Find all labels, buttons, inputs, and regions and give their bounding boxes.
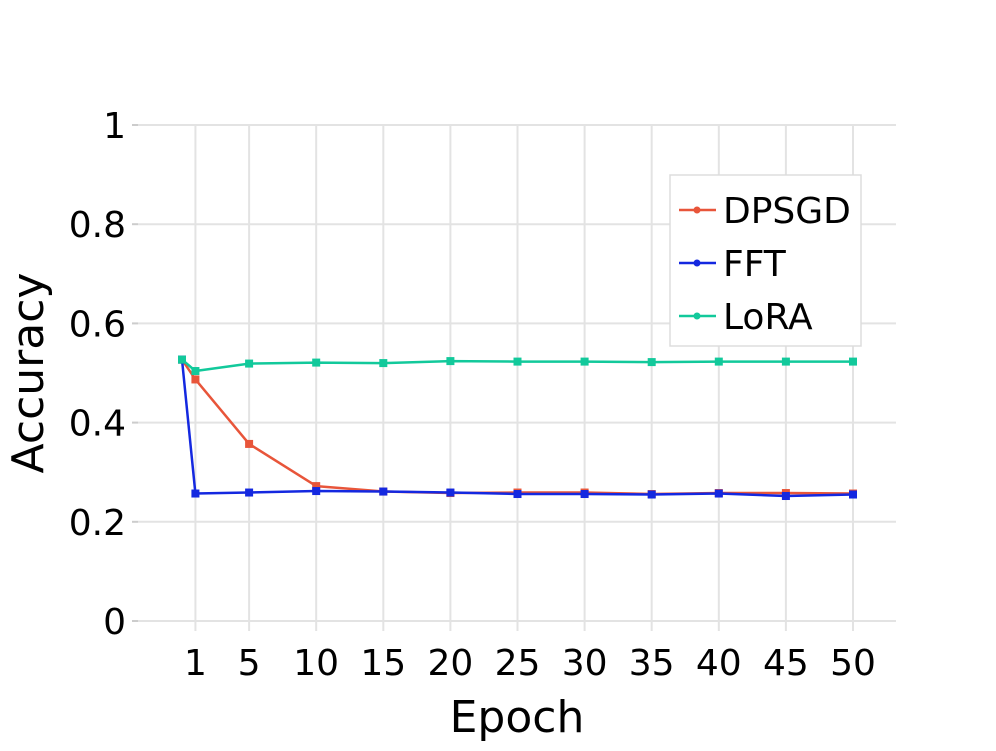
legend-swatch-marker	[693, 312, 701, 320]
legend-label: DPSGD	[723, 191, 851, 232]
data-point	[446, 488, 455, 497]
legend-label: FFT	[723, 244, 787, 285]
data-point	[245, 439, 254, 448]
data-point	[191, 375, 200, 384]
y-tick-label: 0.6	[69, 304, 126, 345]
data-point	[178, 355, 186, 364]
data-point	[781, 357, 790, 366]
legend: DPSGD FFT LoRA	[669, 174, 862, 347]
y-tick-label: 0.2	[69, 503, 126, 544]
y-axis-ticks: 0 0.2 0.4 0.6 0.8 1	[69, 106, 138, 643]
x-tick-label: 45	[763, 643, 809, 684]
data-point	[714, 357, 723, 366]
data-point	[312, 482, 321, 491]
grid	[138, 124, 896, 631]
y-tick-label: 0.4	[69, 404, 126, 445]
legend-label: LoRA	[723, 297, 813, 338]
data-point	[580, 357, 589, 366]
x-tick-label: 50	[830, 643, 876, 684]
data-point	[849, 490, 857, 499]
x-tick-label: 35	[629, 643, 675, 684]
legend-item-fft: FFT	[679, 244, 787, 285]
legend-swatch-marker	[693, 206, 701, 214]
data-point	[513, 357, 522, 366]
data-point	[312, 358, 321, 367]
legend-item-dpsgd: DPSGD	[679, 191, 851, 232]
x-tick-label: 25	[495, 643, 541, 684]
x-tick-label: 5	[238, 643, 261, 684]
series-line	[181, 358, 853, 373]
data-point	[647, 358, 656, 367]
x-tick-label: 15	[360, 643, 406, 684]
x-tick-label: 40	[696, 643, 742, 684]
x-tick-label: 20	[427, 643, 473, 684]
data-point	[781, 492, 790, 501]
data-point	[446, 357, 455, 366]
data-point	[312, 487, 321, 496]
data-point	[191, 367, 200, 376]
x-tick-label: 1	[184, 643, 207, 684]
legend-swatch-marker	[693, 259, 701, 267]
y-tick-label: 1	[103, 106, 126, 147]
data-point	[580, 490, 589, 499]
y-tick-label: 0	[103, 602, 126, 643]
x-tick-label: 30	[562, 643, 608, 684]
data-point	[379, 359, 388, 368]
data-point	[513, 490, 522, 499]
data-point	[379, 487, 388, 496]
series-fft	[178, 355, 857, 501]
y-axis-title: Accuracy	[3, 273, 54, 474]
series-line	[180, 359, 854, 498]
y-tick-label: 0.8	[69, 205, 126, 246]
data-point	[245, 488, 254, 497]
data-point	[191, 489, 200, 498]
legend-box	[669, 174, 862, 347]
x-axis-title: Epoch	[450, 692, 585, 743]
x-axis-ticks: 1 5 10 15 20 25 30 35 40 45 50	[184, 643, 876, 684]
data-point	[647, 490, 656, 499]
series-lines	[178, 355, 857, 501]
data-point	[245, 359, 254, 368]
series-lora	[178, 355, 857, 376]
legend-item-lora: LoRA	[679, 297, 813, 338]
data-point	[714, 489, 723, 498]
data-point	[849, 357, 857, 366]
x-tick-label: 10	[293, 643, 339, 684]
